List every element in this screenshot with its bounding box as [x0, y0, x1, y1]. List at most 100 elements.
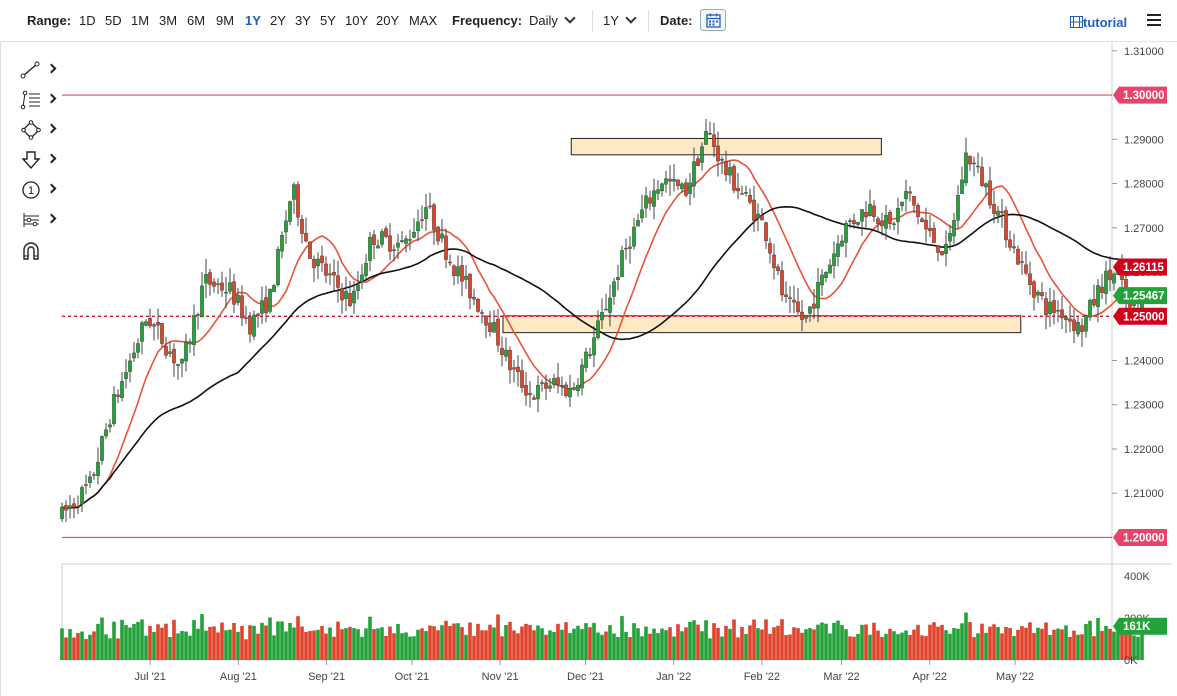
volume-bar	[424, 631, 428, 660]
volume-bar	[676, 624, 680, 660]
candle-body	[472, 296, 476, 300]
range-button-1y[interactable]: 1Y	[245, 13, 261, 28]
volume-bar	[72, 637, 76, 660]
line-tool-icon	[20, 61, 40, 79]
candle-body	[684, 182, 688, 196]
tutorial-link[interactable]: tutorial	[1070, 15, 1127, 30]
volume-bar	[92, 631, 96, 660]
price-chart[interactable]: 1.310001.290001.280001.270001.260001.240…	[0, 42, 1177, 696]
volume-bar	[1124, 625, 1128, 660]
magnet-icon	[23, 242, 39, 260]
candle-body	[844, 222, 848, 243]
volume-bar	[64, 637, 68, 660]
volume-bar	[992, 624, 996, 660]
candle-body	[448, 261, 452, 264]
range-button-5d[interactable]: 5D	[105, 13, 122, 28]
candle-body	[572, 388, 576, 390]
candle-body	[164, 346, 168, 356]
volume-bar	[656, 633, 660, 660]
candle-body	[312, 258, 316, 268]
candle-body	[148, 318, 152, 327]
candle-body	[768, 243, 772, 254]
date-tick-label: Feb '22	[744, 671, 780, 683]
candle-body	[828, 264, 832, 274]
volume-bar	[648, 633, 652, 660]
volume-bar	[352, 628, 356, 660]
magnet-tool[interactable]	[18, 238, 58, 262]
volume-bar	[908, 635, 912, 660]
volume-bar	[460, 627, 464, 660]
zone-1	[502, 315, 1022, 334]
badge-text: 1.25467	[1123, 291, 1165, 303]
frequency-select[interactable]: Daily	[529, 12, 576, 29]
line-tool[interactable]	[18, 58, 58, 82]
volume-bar	[892, 631, 896, 660]
date-tick-label: May '22	[996, 671, 1034, 683]
level-badge-1: 1.20000	[1113, 528, 1167, 546]
volume-bar	[596, 632, 600, 660]
fibonacci-tool[interactable]	[18, 88, 58, 112]
candle-body	[160, 323, 164, 344]
volume-bar	[1052, 629, 1056, 660]
range-button-6m[interactable]: 6M	[187, 13, 206, 28]
range-button-9m[interactable]: 9M	[216, 13, 235, 28]
candle-body	[316, 258, 320, 267]
volume-bar	[976, 633, 980, 660]
shape-tool[interactable]	[18, 118, 58, 142]
candle-body	[876, 218, 880, 225]
range-button-20y[interactable]: 20Y	[376, 13, 400, 28]
candle-body	[112, 394, 116, 424]
range-button-max[interactable]: MAX	[409, 13, 438, 28]
candle-body	[1040, 292, 1044, 296]
candle-body	[128, 360, 132, 372]
candle-body	[816, 281, 820, 309]
horizontal-levels	[62, 94, 1112, 539]
candle-body	[880, 220, 884, 227]
arrow-tool[interactable]	[18, 148, 58, 172]
candle-body	[408, 239, 412, 241]
period-select[interactable]: 1Y	[603, 12, 637, 29]
candle-body	[1076, 322, 1080, 335]
menu-icon[interactable]	[1147, 14, 1161, 26]
volume-bar	[816, 624, 820, 660]
shape-tool-icon	[21, 120, 41, 140]
candle-body	[832, 253, 836, 266]
volume-bar	[924, 636, 928, 660]
candle-body	[512, 367, 516, 370]
volume-tick-label: 0K	[1124, 655, 1138, 667]
range-button-1m[interactable]: 1M	[131, 13, 150, 28]
range-button-1d[interactable]: 1D	[79, 13, 96, 28]
candle-body	[856, 221, 860, 225]
candle-body	[300, 219, 304, 234]
candle-body	[204, 274, 208, 284]
measure-tool[interactable]	[18, 208, 58, 232]
candle-body	[72, 503, 76, 508]
volume-bar	[224, 630, 228, 660]
candle-body	[320, 255, 324, 264]
volume-bar	[824, 623, 828, 660]
volume-bar	[240, 625, 244, 660]
candle-body	[440, 233, 444, 239]
volume-bar	[296, 616, 300, 660]
volume-bar	[252, 625, 256, 660]
candle-body	[528, 393, 532, 395]
range-button-2y[interactable]: 2Y	[270, 13, 286, 28]
candle-body	[508, 350, 512, 371]
range-button-10y[interactable]: 10Y	[345, 13, 369, 28]
range-button-3y[interactable]: 3Y	[295, 13, 311, 28]
range-button-3m[interactable]: 3M	[159, 13, 178, 28]
candle-body	[200, 285, 204, 318]
candle-body	[656, 189, 660, 194]
candle-body	[88, 476, 92, 483]
volume-bar	[320, 625, 324, 660]
volume-bar	[864, 624, 868, 660]
candle-body	[428, 205, 432, 208]
volume-bar	[896, 634, 900, 660]
volume-bar	[76, 633, 80, 660]
annotation-tool[interactable]: 1	[18, 178, 58, 202]
range-button-5y[interactable]: 5Y	[320, 13, 336, 28]
price-badge-1: 1.25467	[1113, 287, 1167, 305]
volume-bar	[1000, 633, 1004, 660]
volume-bar	[520, 626, 524, 660]
calendar-button[interactable]	[700, 9, 726, 31]
